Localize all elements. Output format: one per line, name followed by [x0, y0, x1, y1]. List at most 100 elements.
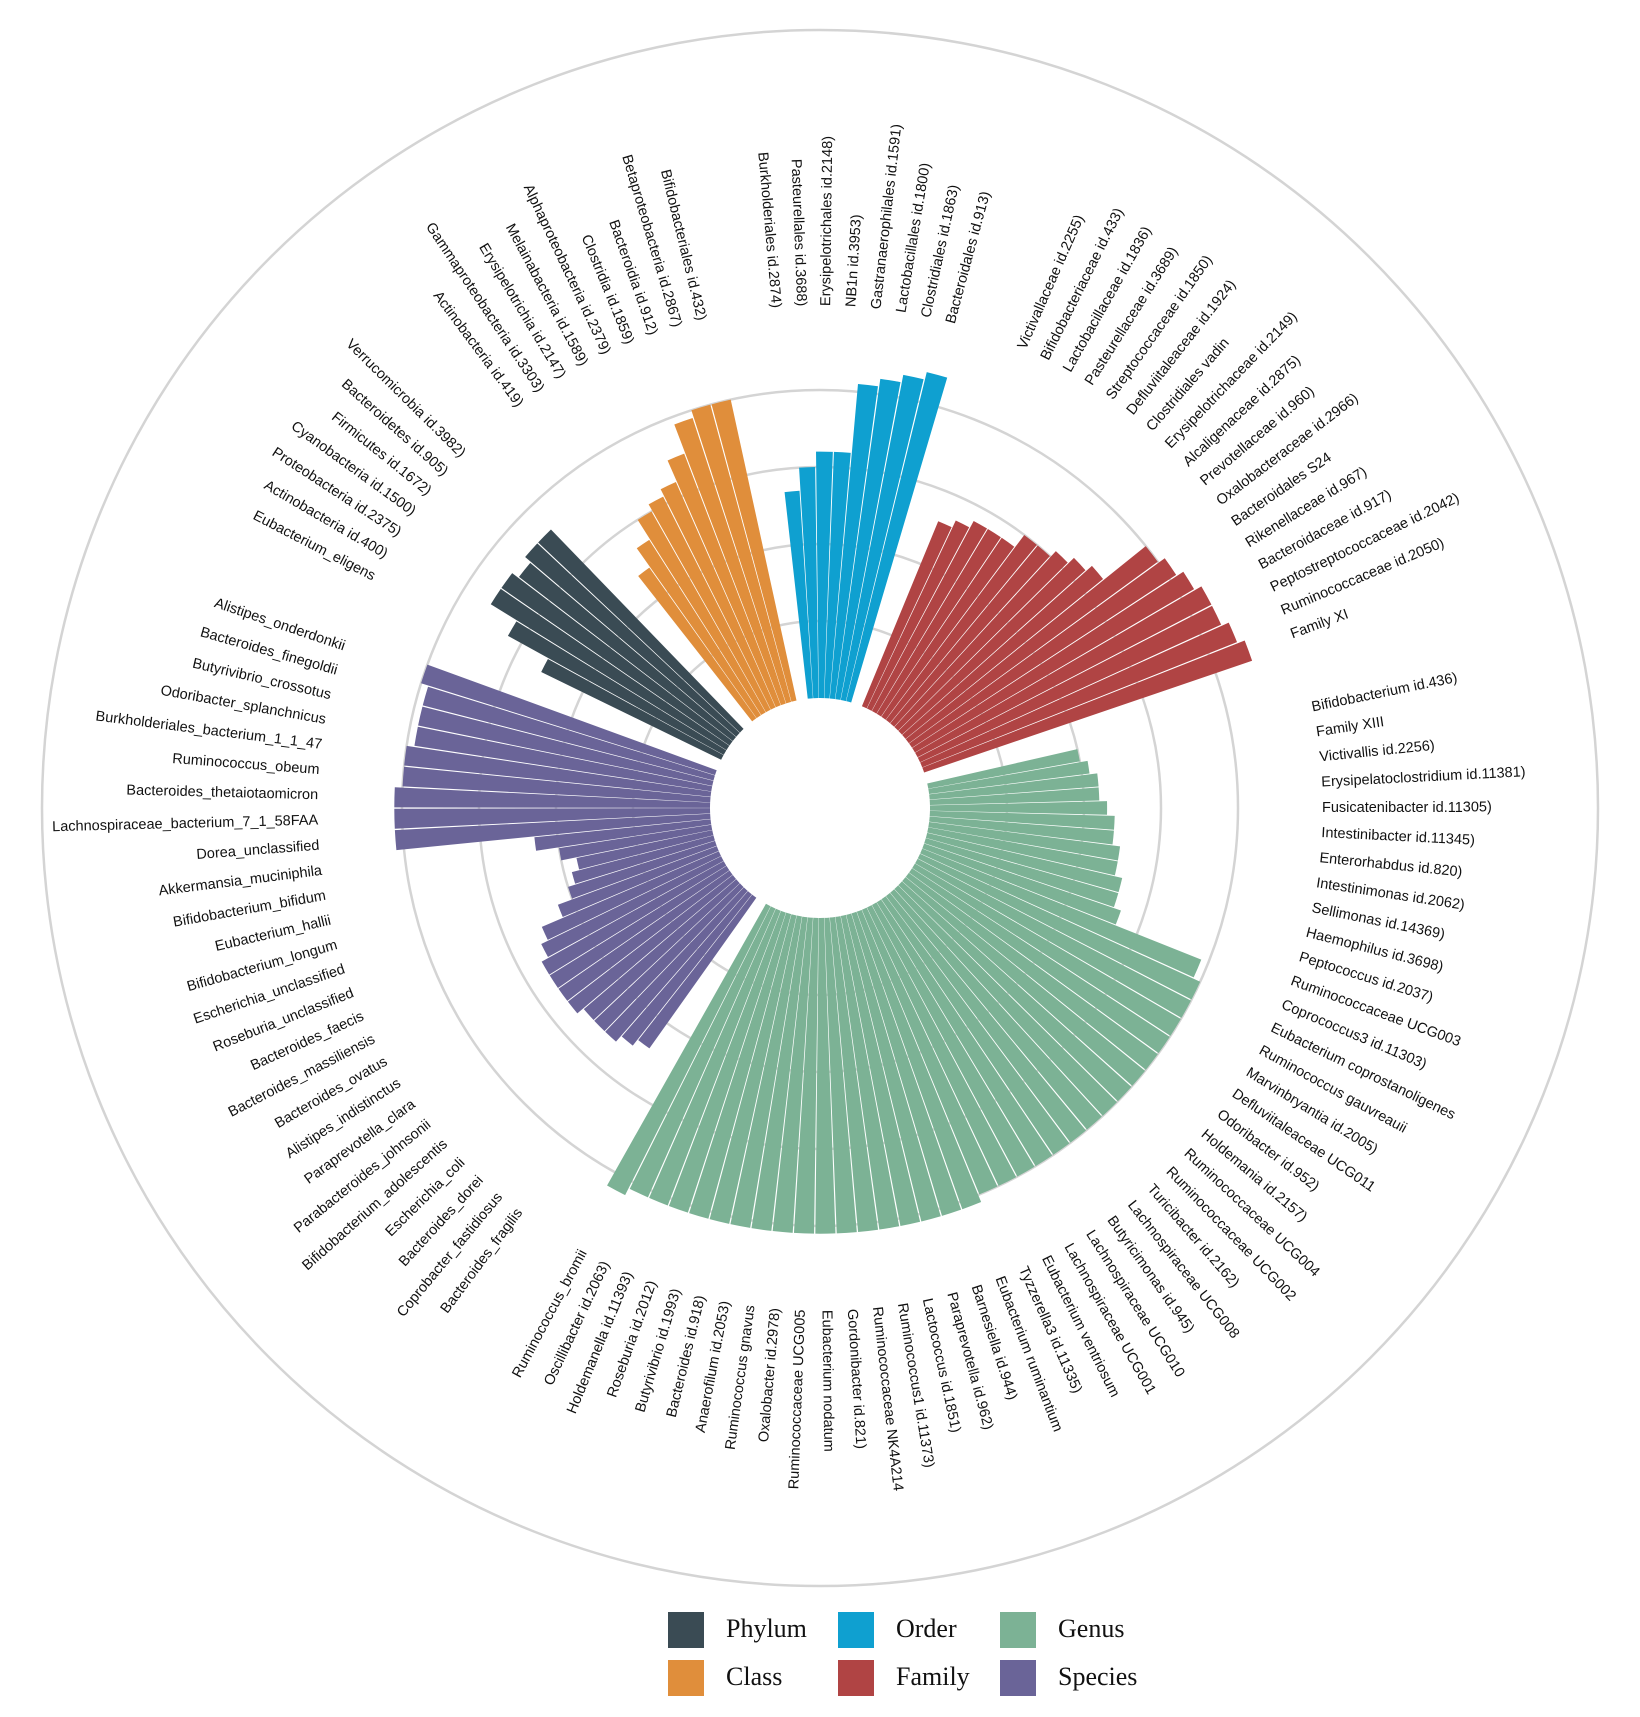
label-enterorhabdus-id-820: Enterorhabdus id.820): [1319, 850, 1463, 880]
bar-ruminococcaceae-ucg005: [793, 917, 819, 1234]
bar-family-xiii: [928, 760, 1090, 795]
bar-ruminococcus-gnavus: [751, 916, 808, 1231]
legend-swatch-order: [838, 1612, 874, 1648]
bar-butyricimonas-id-945: [881, 896, 1070, 1155]
label-pasteurellales-id-3688: Pasteurellales id.3688): [788, 159, 810, 307]
bar-bacteroidia-id-912: [674, 417, 786, 706]
bar-coprococcus3-id-11303: [920, 848, 1202, 978]
bar-actinobacteria-id-419: [638, 567, 757, 722]
bar-odoribacter-id-952: [905, 872, 1158, 1070]
bar-oscillibacter-id-2063: [629, 906, 776, 1198]
legend-swatch-phylum: [668, 1612, 704, 1648]
bar-eubacterium-nodatum: [815, 917, 836, 1234]
bar-ruminococcus-bromii: [607, 903, 771, 1196]
bar-lactobacillales-id-1800: [835, 378, 901, 700]
bar-roseburia-id-2012: [668, 910, 786, 1213]
label-erysipelotrichales-id-2148: Erysipelotrichales id.2148): [818, 136, 836, 306]
bar-alistipes-onderdonkii: [421, 664, 717, 776]
bar-clostridiales-vadin: [890, 545, 1050, 727]
bar-prevotellaceae-id-960: [902, 565, 1104, 739]
bar-pasteurellaceae-id-3689: [876, 529, 1001, 717]
legend-label-family: Family: [896, 1662, 970, 1691]
bars-layer: [394, 372, 1253, 1234]
label-family-xiii: Family XIII: [1315, 714, 1385, 740]
label-burkholderiales-id-2874: Burkholderiales id.2874): [754, 151, 784, 308]
legend-label-class: Class: [726, 1662, 782, 1691]
bar-family-xi: [922, 640, 1253, 773]
bar-bacteroidetes-id-905: [525, 543, 740, 737]
bar-escherichia-coli: [594, 883, 744, 1032]
legend: Phylum Order Genus Class Family Species: [668, 1612, 1137, 1696]
bar-cyanobacteria-id-1500: [501, 573, 733, 746]
bar-defluviitaleaceae-id-1924: [885, 534, 1037, 724]
bar-lachnospiraceae-ucg001: [871, 902, 1035, 1177]
bar-ruminococcaceae-ucg002: [894, 885, 1118, 1116]
bar-holdemania-id-2157: [902, 877, 1146, 1086]
bar-erysipelatoclostridium-id-11381: [929, 787, 1100, 806]
bar-dorea-unclassified: [394, 813, 711, 851]
legend-swatch-species: [1000, 1660, 1036, 1696]
bar-bifidobacterium-bifidum: [559, 824, 713, 861]
bar-bacteroides-massiliensis: [541, 856, 724, 958]
bar-rikenellaceae-id-967: [912, 571, 1195, 753]
label-gordonibacter-id-821: Gordonibacter id.821): [844, 1308, 869, 1449]
label-ruminococcus-obeum: Ruminococcus_obeum: [172, 751, 320, 778]
legend-label-species: Species: [1058, 1662, 1137, 1691]
bar-clostridia-id-1859: [667, 453, 781, 708]
legend-label-genus: Genus: [1058, 1614, 1124, 1643]
bar-peptococcus-id-2037: [924, 838, 1119, 908]
bar-roseburia-unclassified: [557, 846, 719, 917]
bar-bifidobacteriales-id-432: [711, 399, 797, 702]
bar-gordonibacter-id-821: [824, 917, 857, 1234]
bar-lactobacillaceae-id-1836: [871, 520, 988, 714]
bar-marvinbryantia-id-2005: [912, 863, 1181, 1036]
bar-bacteroides-thetaiotaomicron: [394, 787, 711, 808]
label-nb1n-id-3953: NB1n id.3953): [843, 214, 865, 308]
bar-holdemanella-id-11393: [649, 908, 781, 1206]
bar-bacteroides-dorei: [605, 887, 748, 1042]
bar-actinobacteria-id-400: [507, 621, 727, 755]
bar-bacteroides-id-918: [709, 914, 797, 1224]
bar-ruminococcaceae-ucg004: [898, 881, 1132, 1102]
legend-swatch-class: [668, 1660, 704, 1696]
bar-bifidobacterium-id-436: [927, 749, 1080, 789]
bar-erysipelotrichaceae-id-2149: [894, 551, 1068, 731]
label-fusicatenibacter-id-11305: Fusicatenibacter id.11305): [1322, 800, 1492, 816]
bar-eubacterium-ruminantium: [856, 909, 982, 1210]
bar-eubacterium-ventriosum: [866, 905, 1017, 1186]
label-erysipelatoclostridium-id-11381: Erysipelatoclostridium id.11381): [1321, 764, 1526, 790]
bar-verrucomicrobia-id-3982: [538, 529, 744, 733]
bar-haemophilus-id-3698: [925, 832, 1123, 893]
bar-akkermansia-muciniphila: [534, 819, 712, 851]
bar-fusicatenibacter-id-11305: [929, 801, 1108, 815]
bar-alistipes-indistinctus: [549, 865, 730, 988]
bar-eubacterium-hallii: [576, 830, 714, 870]
bar-lachnospiraceae-ucg010: [876, 899, 1053, 1167]
legend-swatch-genus: [1000, 1612, 1036, 1648]
bar-victivallis-id-2256: [929, 773, 1099, 800]
bar-parabacteroides-johnsonii: [567, 875, 737, 1014]
bar-streptococcaceae-id-1850: [881, 537, 1015, 720]
bar-tyzzerella3-id-11335: [861, 907, 998, 1195]
bar-oxalobacter-id-2978: [772, 917, 813, 1233]
bar-intestinibacter-id-11345: [929, 810, 1115, 830]
bar-lachnospiraceae-bacterium-7-1-58faa: [394, 808, 711, 829]
bar-nb1n-id-3953: [824, 451, 851, 699]
bar-bacteroides-faecis: [541, 851, 721, 940]
bar-oxalobacteraceae-id-2966: [905, 546, 1158, 744]
bar-burkholderiales-id-2874: [784, 490, 813, 699]
bar-ruminococcaceae-nk4a214: [829, 916, 879, 1232]
legend-swatch-family: [838, 1660, 874, 1696]
bar-lachnospiraceae-ucg008: [885, 892, 1086, 1143]
bar-lactococcus-id-1851: [840, 914, 921, 1227]
bar-barnesiella-id-944: [851, 911, 962, 1216]
bar-alphaproteobacteria-id-2379: [660, 482, 776, 710]
outer-ring: [40, 28, 1600, 1588]
bar-ruminococcus1-id-11373: [835, 916, 900, 1230]
bar-betaproteobacteria-id-2867: [691, 404, 792, 704]
bar-bifidobacteriaceae-id-433: [866, 520, 970, 711]
bar-bacteroides-fragilis: [638, 894, 757, 1049]
label-bifidobacterium-id-436: Bifidobacterium id.436): [1310, 670, 1459, 715]
label-dorea-unclassified: Dorea_unclassified: [196, 838, 320, 863]
